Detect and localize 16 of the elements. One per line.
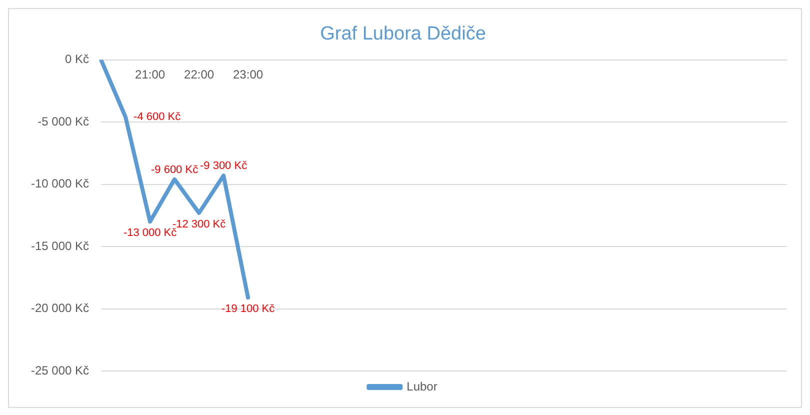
data-label: -9 300 Kč	[200, 160, 248, 172]
x-tick-label: 23:00	[233, 67, 264, 82]
data-label: -13 000 Kč	[123, 227, 178, 240]
x-tick-label: 22:00	[184, 67, 214, 82]
data-label: -4 600 Kč	[134, 111, 182, 124]
y-tick-label: -5 000 Kč	[38, 114, 90, 128]
legend-label: Lubor	[406, 379, 438, 394]
x-tick-label: 21:00	[135, 67, 166, 82]
chart-title: Graf Lubora Dědiče	[320, 24, 486, 45]
y-tick-label: -10 000 Kč	[30, 176, 90, 191]
data-label: -9 600 Kč	[150, 164, 199, 176]
y-tick-label: -15 000 Kč	[30, 238, 90, 253]
data-label: -19 100 Kč	[221, 303, 276, 316]
y-tick-label: -20 000 Kč	[30, 301, 90, 316]
y-tick-label: 0 Kč	[65, 52, 90, 66]
y-tick-label: -25 000 Kč	[30, 363, 90, 378]
